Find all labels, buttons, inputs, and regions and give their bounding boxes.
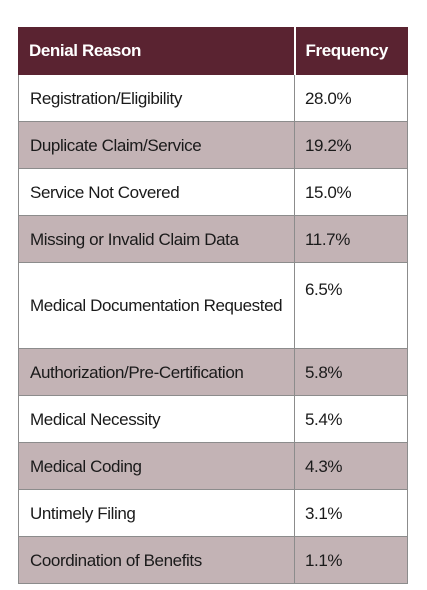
denial-reason-cell: Coordination of Benefits [18,536,295,584]
table-row: Coordination of Benefits 1.1% [18,536,408,584]
table-row: Service Not Covered 15.0% [18,168,408,216]
frequency-cell: 11.7% [294,215,408,263]
frequency-cell: 5.8% [294,348,408,396]
table-header-row: Denial Reason Frequency [18,27,408,75]
table-row: Untimely Filing 3.1% [18,489,408,537]
frequency-cell: 19.2% [294,121,408,169]
denial-reason-cell: Authorization/Pre-Certification [18,348,295,396]
table-row: Authorization/Pre-Certification 5.8% [18,348,408,396]
frequency-cell: 6.5% [294,262,408,349]
denial-reason-cell: Medical Necessity [18,395,295,443]
table-row: Registration/Eligibility 28.0% [18,74,408,122]
denial-reason-cell: Registration/Eligibility [18,74,295,122]
frequency-cell: 28.0% [294,74,408,122]
header-frequency: Frequency [294,27,408,75]
table-row: Medical Documentation Requested 6.5% [18,262,408,349]
table-row: Medical Necessity 5.4% [18,395,408,443]
table-row: Duplicate Claim/Service 19.2% [18,121,408,169]
frequency-cell: 3.1% [294,489,408,537]
denial-reason-cell: Medical Coding [18,442,295,490]
header-denial-reason: Denial Reason [18,27,296,75]
frequency-cell: 5.4% [294,395,408,443]
frequency-cell: 15.0% [294,168,408,216]
denial-reason-cell: Duplicate Claim/Service [18,121,295,169]
denial-reason-cell: Missing or Invalid Claim Data [18,215,295,263]
denial-reason-cell: Untimely Filing [18,489,295,537]
denial-reason-cell: Service Not Covered [18,168,295,216]
frequency-cell: 4.3% [294,442,408,490]
denial-reasons-table: Denial Reason Frequency Registration/Eli… [18,27,408,584]
denial-reason-cell: Medical Documentation Requested [18,262,295,349]
frequency-cell: 1.1% [294,536,408,584]
table-row: Missing or Invalid Claim Data 11.7% [18,215,408,263]
table-row: Medical Coding 4.3% [18,442,408,490]
